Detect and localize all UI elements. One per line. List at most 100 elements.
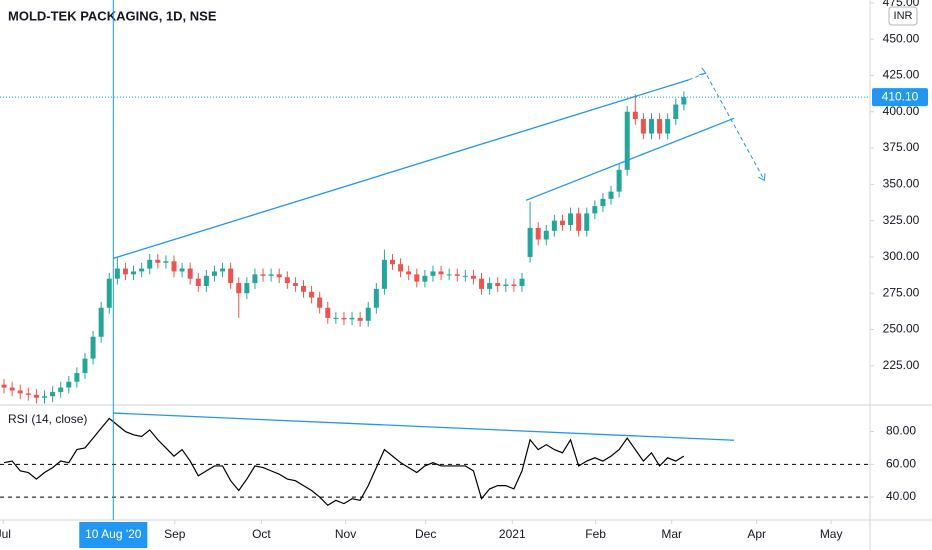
y-tick-label: 400.00 <box>883 104 920 118</box>
x-tick-label: May <box>820 527 843 541</box>
candle-body <box>576 213 582 231</box>
candle-body <box>260 274 266 276</box>
y-tick-label: 60.00 <box>886 456 916 470</box>
candle-body <box>640 119 646 134</box>
x-tick-label: Apr <box>747 527 766 541</box>
candle-body <box>365 307 371 321</box>
candle-body <box>673 104 679 120</box>
y-tick-label: 80.00 <box>886 424 916 438</box>
candle-body <box>325 307 331 318</box>
candle-body <box>155 259 161 263</box>
candle-body <box>624 111 630 170</box>
candle-body <box>543 230 549 240</box>
candle-body <box>559 220 565 225</box>
candle-body <box>495 283 501 286</box>
candle-body <box>454 274 460 276</box>
candle-body <box>657 119 663 134</box>
candle-body <box>187 268 193 279</box>
x-tick-label: Oct <box>252 527 271 541</box>
candle-body <box>519 278 525 286</box>
candle-body <box>50 391 56 397</box>
candle-body <box>284 277 290 284</box>
candle-body <box>511 284 517 286</box>
last-price-box <box>872 88 928 107</box>
candle-body <box>9 387 15 391</box>
candle-body <box>398 264 404 272</box>
y-tick-label: 450.00 <box>883 31 920 45</box>
title-bg <box>4 6 194 26</box>
candle-body <box>1 384 7 388</box>
candle-body <box>665 119 671 134</box>
rsi-line <box>3 417 685 507</box>
candle-body <box>470 275 476 279</box>
candle-body <box>414 274 420 282</box>
candle-body <box>357 317 363 321</box>
candle-body <box>446 274 452 276</box>
candle-body <box>98 307 104 337</box>
rsi-trendline <box>113 412 735 441</box>
x-tick-label: Dec <box>415 527 436 541</box>
indicator-title: RSI (14, close) <box>8 412 87 426</box>
candle-body <box>592 206 598 214</box>
x-tick-label: Sep <box>164 527 186 541</box>
y-tick-label: 425.00 <box>883 68 920 82</box>
candle-body <box>33 394 39 398</box>
x-tick-label: Mar <box>661 527 682 541</box>
y-tick-label: 375.00 <box>883 140 920 154</box>
candle-body <box>114 268 120 279</box>
candle-body <box>268 274 274 276</box>
candle-body <box>179 268 185 272</box>
candle-body <box>568 213 574 225</box>
candle-body <box>42 396 48 398</box>
crosshair-box <box>79 522 148 548</box>
candle-body <box>462 275 468 277</box>
x-tick-label: 2021 <box>499 527 526 541</box>
candle-body <box>74 373 80 382</box>
candle-body <box>90 336 96 359</box>
candle-body <box>276 274 282 278</box>
candle-body <box>584 213 590 231</box>
candle-body <box>244 283 250 294</box>
candle-body <box>381 259 387 289</box>
candle-body <box>551 220 557 231</box>
chart-title: MOLD-TEK PACKAGING, 1D, NSE <box>8 8 217 23</box>
candle-body <box>139 268 145 272</box>
candle-body <box>487 283 493 289</box>
x-tick-label: Nov <box>335 527 356 541</box>
x-tick-label: Feb <box>585 527 606 541</box>
y-tick-label: 475.00 <box>883 0 920 9</box>
y-tick-label: 275.00 <box>883 285 920 299</box>
candle-body <box>317 297 323 308</box>
candle-body <box>236 283 242 294</box>
candle-body <box>430 271 436 276</box>
candle-body <box>406 271 412 275</box>
projection-arrow <box>688 73 765 180</box>
candle-body <box>333 317 339 319</box>
candle-body <box>341 317 347 320</box>
candle-body <box>195 278 201 286</box>
candle-body <box>632 111 638 120</box>
y-tick-label: 250.00 <box>883 322 920 336</box>
candle-body <box>438 271 444 275</box>
y-tick-label: 300.00 <box>883 249 920 263</box>
currency-label: INR <box>894 10 913 22</box>
candle-body <box>616 169 622 192</box>
candle-body <box>292 283 298 286</box>
candle-body <box>203 275 209 286</box>
candle-body <box>608 191 614 199</box>
candle-body <box>82 358 88 374</box>
candle-body <box>300 285 306 292</box>
candle-body <box>503 284 509 286</box>
candle-body <box>131 271 137 275</box>
candle-body <box>600 198 606 207</box>
candle-body <box>479 278 485 289</box>
y-tick-label: 40.00 <box>886 489 916 503</box>
candle-body <box>106 278 112 308</box>
x-tick-label: Jul <box>0 527 11 541</box>
candle-body <box>681 97 687 105</box>
last-price-label: 410.10 <box>882 89 919 103</box>
currency-box <box>888 6 918 26</box>
candle-body <box>648 119 654 134</box>
